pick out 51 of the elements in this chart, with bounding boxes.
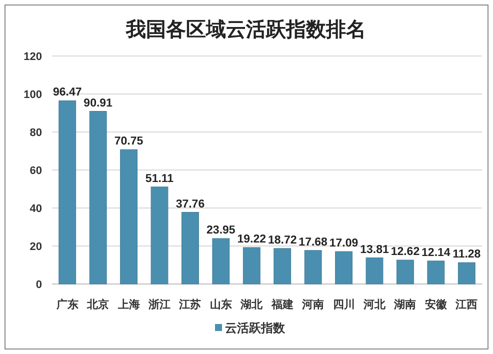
data-label: 51.11 xyxy=(145,172,174,185)
bar xyxy=(212,238,230,284)
data-label: 23.95 xyxy=(206,224,236,236)
y-tick-label: 80 xyxy=(30,127,42,139)
y-tick-label: 40 xyxy=(30,203,42,215)
x-tick-label: 山东 xyxy=(210,298,232,311)
bar xyxy=(242,247,260,284)
y-tick-label: 60 xyxy=(30,165,42,177)
data-label: 17.68 xyxy=(298,236,328,248)
bar xyxy=(458,262,476,284)
bar xyxy=(304,250,322,284)
bar xyxy=(427,260,445,284)
data-label: 19.22 xyxy=(237,233,266,246)
x-tick-label: 四川 xyxy=(332,298,355,311)
y-tick-label: 0 xyxy=(36,279,42,291)
x-tick-label: 江苏 xyxy=(178,298,202,311)
data-label: 11.28 xyxy=(452,248,482,261)
bar xyxy=(58,100,76,284)
bar xyxy=(396,260,414,284)
y-tick-label: 20 xyxy=(30,241,42,253)
x-tick-label: 河南 xyxy=(301,298,324,311)
bar xyxy=(150,186,168,284)
data-label: 96.47 xyxy=(52,86,82,99)
bar xyxy=(274,248,292,284)
data-label: 17.09 xyxy=(329,238,358,250)
legend-label: 云活跃指数 xyxy=(225,321,286,335)
data-label: 70.75 xyxy=(114,136,144,148)
data-label: 37.76 xyxy=(176,198,205,210)
bar xyxy=(335,251,352,284)
x-tick-label: 河北 xyxy=(362,298,386,311)
x-tick-label: 广东 xyxy=(55,298,78,311)
bar xyxy=(182,212,199,284)
data-label: 13.81 xyxy=(360,244,390,256)
bar xyxy=(366,258,384,284)
x-tick-label: 北京 xyxy=(86,298,110,311)
x-tick-label: 上海 xyxy=(116,298,140,311)
data-label: 12.14 xyxy=(422,246,451,259)
y-tick-label: 100 xyxy=(24,89,42,101)
bar xyxy=(89,111,107,284)
x-tick-label: 浙江 xyxy=(148,298,170,311)
x-tick-label: 福建 xyxy=(270,298,294,311)
data-label: 18.72 xyxy=(268,234,297,246)
data-label: 90.91 xyxy=(84,97,114,110)
data-label: 12.62 xyxy=(390,246,420,258)
x-tick-label: 湖南 xyxy=(393,298,416,311)
x-tick-label: 湖北 xyxy=(240,298,264,311)
x-tick-label: 安徽 xyxy=(424,298,448,311)
bar xyxy=(120,149,138,284)
chart-title: 我国各区域云活跃指数排名 xyxy=(125,17,366,41)
y-tick-label: 120 xyxy=(24,51,42,63)
x-tick-label: 江西 xyxy=(454,298,478,311)
